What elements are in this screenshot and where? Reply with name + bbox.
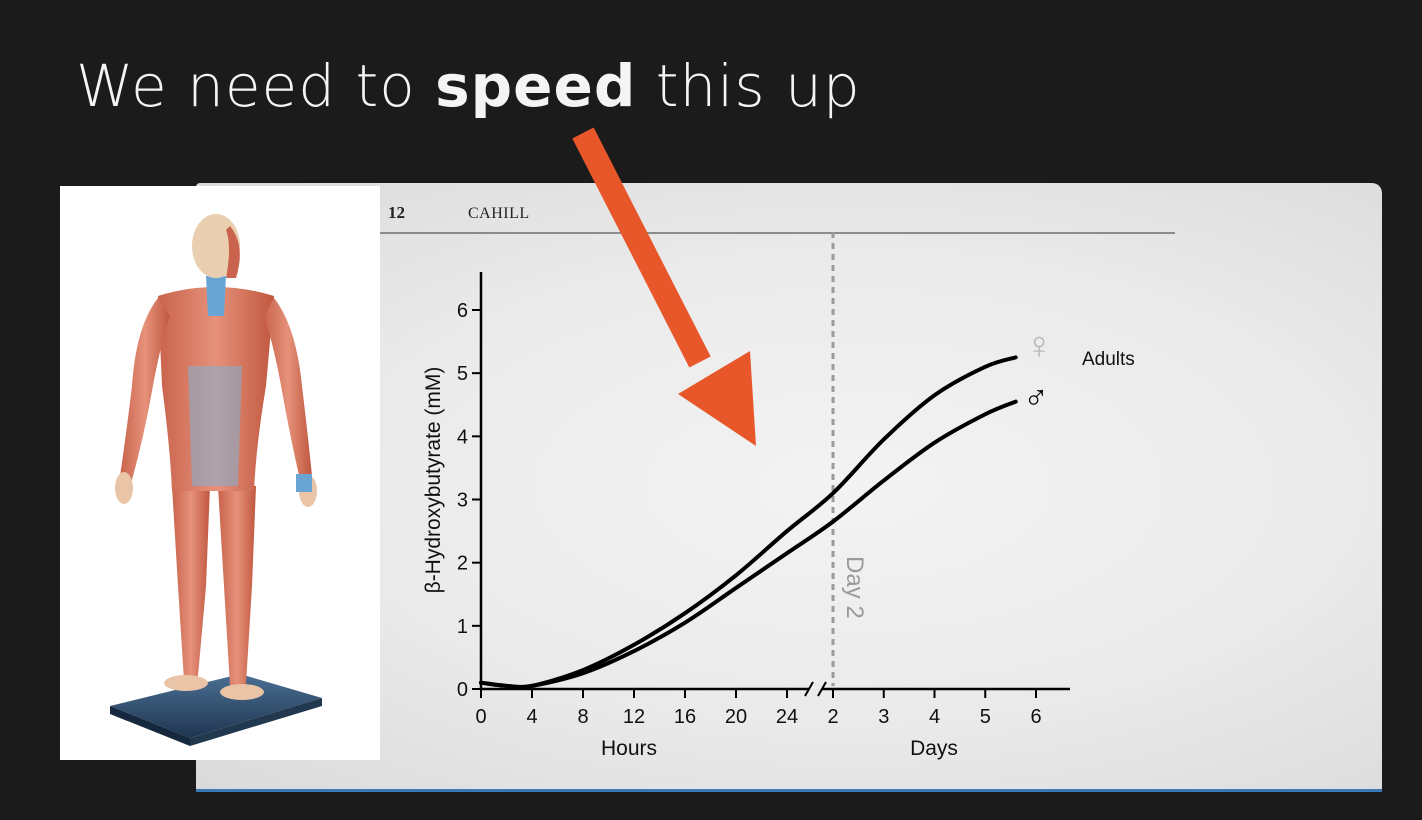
x-tick-label: 6	[1030, 706, 1041, 728]
x-tick-label: 16	[674, 706, 696, 728]
axis-break-mark	[804, 681, 827, 697]
y-tick-label: 3	[457, 490, 468, 512]
x-tick-label: 4	[929, 706, 940, 728]
y-tick-label: 4	[457, 426, 468, 448]
slide-title: We need to speed this up	[76, 52, 861, 120]
x-tick-label: 2	[827, 706, 838, 728]
anatomy-figure-photo	[60, 186, 380, 760]
muscle-figure-icon	[110, 214, 322, 746]
y-ticks: 0 1 2 3 4 5 6	[457, 300, 481, 701]
day-2-marker-label: Day 2	[841, 556, 868, 619]
x-tick-label: 5	[980, 706, 991, 728]
legend-adults-label: Adults	[1082, 349, 1135, 370]
x-tick-label: 12	[623, 706, 645, 728]
y-tick-label: 6	[457, 300, 468, 322]
x-tick-label: 20	[725, 706, 747, 728]
y-tick-label: 1	[457, 616, 468, 638]
x-label-days: Days	[910, 737, 958, 760]
paper-bottom-border	[196, 789, 1382, 792]
orange-arrow-icon	[572, 127, 756, 446]
paper-author: CAHILL	[468, 205, 530, 222]
title-prefix: We need to	[76, 52, 436, 120]
x-tick-label: 24	[776, 706, 798, 728]
x-ticks: 0 4 8 12 16 20 24 2 3 4 5 6	[475, 689, 1042, 728]
x-tick-label: 4	[526, 706, 537, 728]
paper-page-number: 12	[388, 203, 405, 222]
y-tick-label: 2	[457, 553, 468, 575]
x-tick-label: 0	[475, 706, 486, 728]
series-line-male	[479, 399, 1018, 689]
series-lines	[479, 355, 1018, 690]
x-label-hours: Hours	[601, 737, 657, 760]
male-symbol: ♂	[1023, 379, 1049, 417]
title-emphasis: speed	[435, 52, 637, 120]
female-symbol: ♀	[1025, 325, 1054, 367]
y-axis-label: β-Hydroxybutyrate (mM)	[422, 367, 445, 594]
x-tick-label: 3	[878, 706, 889, 728]
y-tick-label: 5	[457, 363, 468, 385]
title-suffix: this up	[636, 52, 861, 120]
y-tick-label: 0	[457, 679, 468, 701]
x-tick-label: 8	[577, 706, 588, 728]
